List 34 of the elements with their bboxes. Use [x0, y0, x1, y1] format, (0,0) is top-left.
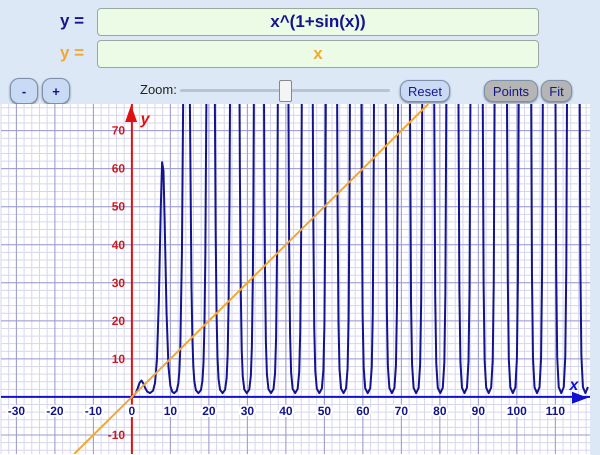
text: +	[42, 78, 70, 104]
y-axis-title: y	[140, 111, 151, 128]
x-tick-label: 10	[164, 404, 178, 418]
text: Zoom:	[140, 82, 177, 97]
text: y =	[58, 42, 86, 64]
y-tick-label: 50	[112, 200, 126, 214]
x-tick-label: -30	[8, 404, 26, 418]
x-tick-label: 110	[546, 404, 566, 418]
y-tick-label: 70	[112, 124, 126, 138]
text: y =	[58, 10, 86, 32]
y-tick-label: 60	[112, 162, 126, 176]
x-tick-label: -10	[84, 404, 102, 418]
y-tick-label: 10	[112, 352, 126, 366]
x-tick-label: 70	[394, 404, 408, 418]
x-tick-label: 80	[433, 404, 447, 418]
x-tick-label: 50	[318, 404, 332, 418]
text: x	[97, 40, 539, 68]
x-axis-title: x	[568, 376, 580, 394]
text: Points	[484, 80, 538, 102]
text: -	[10, 78, 38, 104]
x-tick-label: 90	[472, 404, 486, 418]
x-tick-label: 60	[356, 404, 370, 418]
text: Fit	[541, 80, 572, 102]
text: x^(1+sin(x))	[97, 8, 539, 36]
y-tick-label: 40	[112, 238, 126, 252]
text: Reset	[400, 80, 450, 102]
x-tick-label: -20	[46, 404, 64, 418]
x-tick-label: 40	[279, 404, 293, 418]
y-tick-label: 20	[112, 314, 126, 328]
x-tick-label: 30	[240, 404, 254, 418]
y-tick-label: -10	[108, 428, 126, 442]
x-tick-label: 100	[506, 404, 528, 418]
y-tick-label: 30	[112, 276, 126, 290]
x-tick-label: 20	[202, 404, 216, 418]
